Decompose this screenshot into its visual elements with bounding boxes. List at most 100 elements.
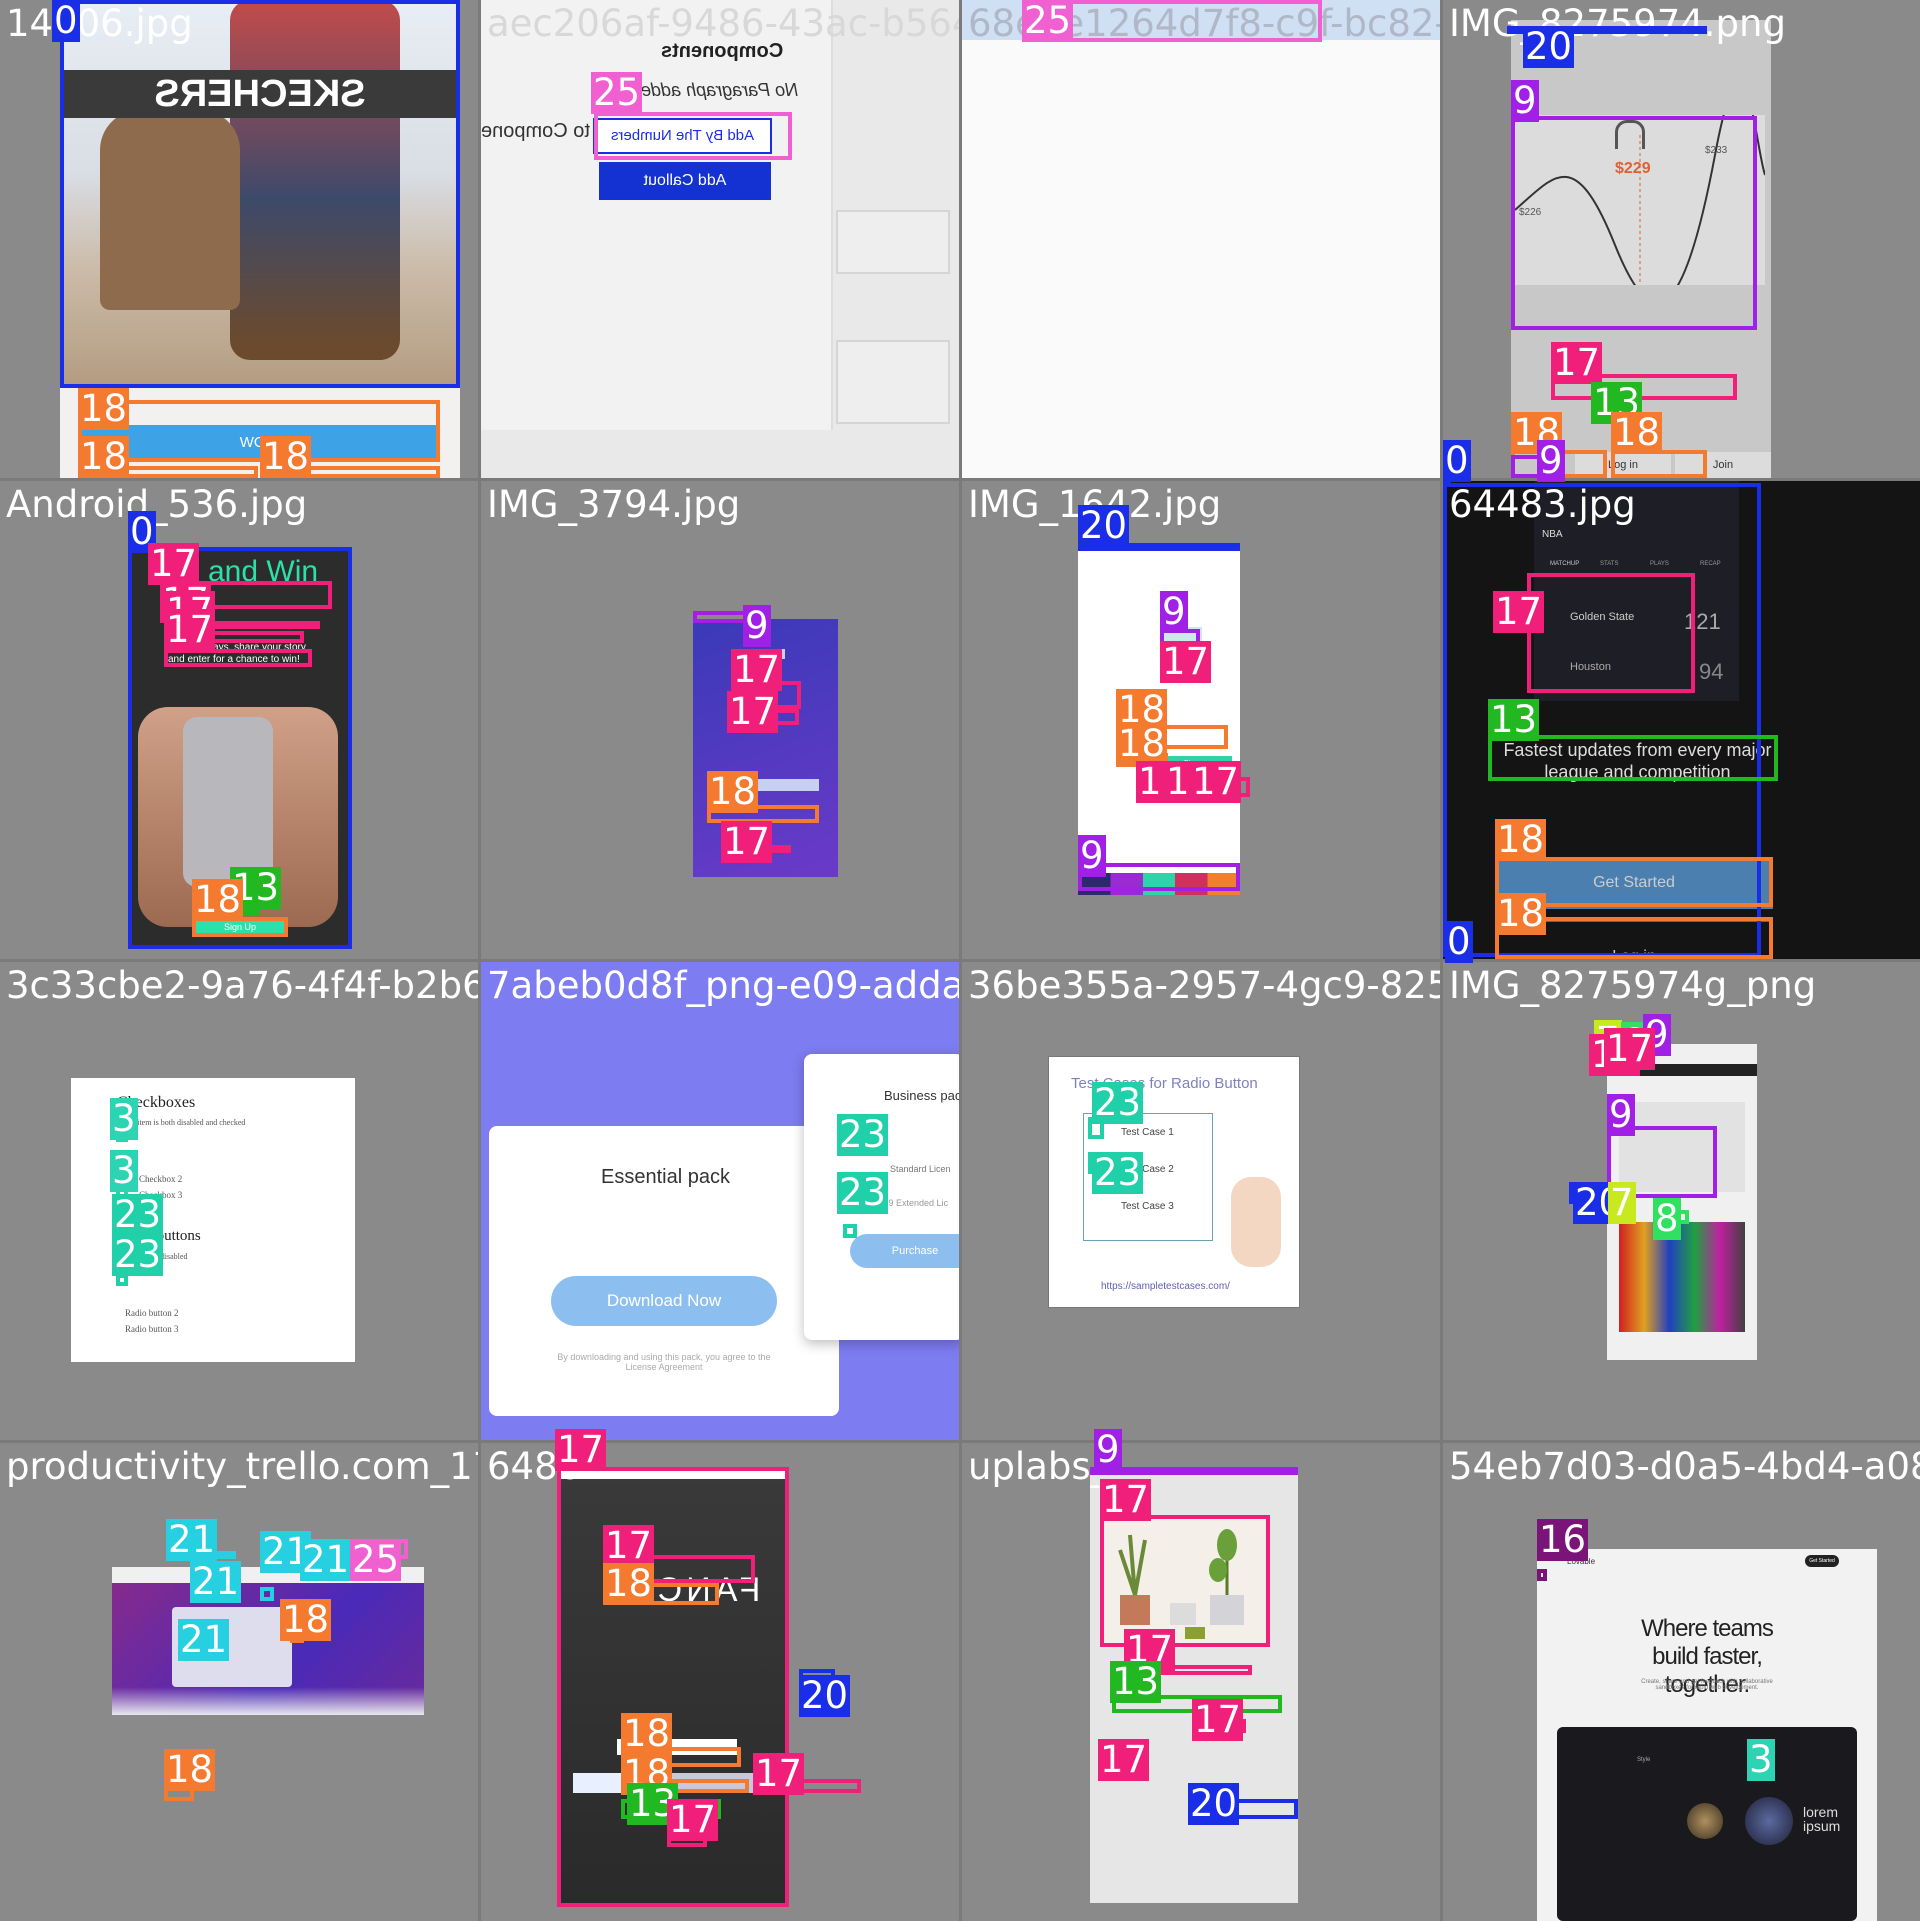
class-label: 18 (260, 435, 312, 478)
checkboxes-sub: This item is both disabled and checked (121, 1118, 246, 1127)
tile-filename: productivity_trello.com_1729 (6, 1445, 478, 1488)
class-label: 18 (1116, 722, 1168, 765)
class-label: 16 (1537, 1518, 1589, 1561)
class-label: 17 (727, 690, 779, 733)
class-label: 21 (178, 1618, 230, 1661)
class-label: 17 (1192, 1698, 1244, 1741)
score-1: 121 (1684, 609, 1721, 634)
menu-item[interactable]: Move to trash (1382, 458, 1440, 478)
class-label: 18 (280, 1598, 332, 1641)
tile-filename: 54eb7d03-d0a5-4bd4-a080- (1449, 1445, 1920, 1488)
sign-up-button[interactable]: Sign Up (192, 919, 288, 935)
menu-item[interactable]: Add to folder (1382, 306, 1440, 336)
detection-box (557, 1467, 789, 1907)
menu-item[interactable]: Rename (1382, 132, 1440, 162)
class-label: 21 (190, 1560, 242, 1603)
tab-recap[interactable]: RECAP (1700, 561, 1721, 567)
subtext: Create, share and get feedback with coll… (1641, 1679, 1773, 1691)
tile-filename: uplabs_ (968, 1445, 1110, 1488)
get-started-button[interactable]: Get Started (1805, 1555, 1839, 1567)
class-label: 9 (1160, 591, 1188, 633)
tile-filename: 7abeb0d8f_png-e09-adda-d (487, 964, 959, 1007)
purchase-button[interactable]: Purchase (850, 1234, 959, 1268)
class-label: 17 (164, 608, 216, 651)
class-label: 21 (300, 1538, 352, 1581)
radio-label: Test Case 3 (1121, 1201, 1174, 1212)
price-line (1515, 115, 1765, 285)
league-header: NBA (1542, 529, 1563, 540)
class-label: 23 (1092, 1081, 1144, 1124)
tile-11: IMG_8275974g_png (1443, 962, 1920, 1440)
tile-filename: aec206af-9486-43ac-b564-0 (487, 2, 959, 45)
class-label: 20 (1078, 504, 1130, 547)
class-label: 23 (1092, 1151, 1144, 1194)
screenshot: SKECHERS NOW (60, 0, 460, 478)
screenshot: Lovable Get Started Where teams build fa… (1537, 1549, 1877, 1921)
class-label: 9 (1607, 1094, 1635, 1136)
detection-box (1488, 735, 1778, 781)
class-label: 17 (721, 820, 773, 863)
tile-filename: IMG_8275974.png (1449, 2, 1786, 45)
class-label: 18 (707, 770, 759, 813)
detection-box (1100, 1515, 1270, 1647)
class-label: 17 (1190, 760, 1242, 803)
join-button[interactable]: Join (1675, 452, 1771, 478)
class-label: 17 (753, 1752, 805, 1795)
class-label: 9 (1511, 80, 1539, 122)
download-now-button[interactable]: Download Now (551, 1276, 777, 1326)
plants-illustration (1118, 1529, 1244, 1639)
tab-plays[interactable]: PLAYS (1650, 561, 1669, 567)
class-label: 17 (1098, 1738, 1150, 1781)
class-label: 17 (555, 1428, 607, 1471)
card-title: Business pack (884, 1088, 959, 1103)
detection-box (1090, 1467, 1298, 1475)
detection-box (60, 0, 460, 388)
class-label: 17 (603, 1524, 655, 1567)
menu-item[interactable]: Export and download (1382, 248, 1440, 278)
class-label: 3 (1747, 1739, 1775, 1781)
tile-0: 14406.jpg SKECHERS NOW (0, 0, 478, 478)
score-2: 94 (1699, 659, 1724, 684)
class-label: 25 (1022, 0, 1074, 42)
art-circle (1687, 1803, 1723, 1839)
side-text: to Compone (481, 120, 590, 142)
class-label: 18 (78, 435, 130, 478)
class-label: 18 (1611, 411, 1663, 454)
tab-matchup[interactable]: MATCHUP (1550, 561, 1580, 567)
couple-figure (230, 0, 400, 360)
tile-filename: 36be355a-2957-4gc9-825e-6 (968, 964, 1440, 1007)
class-label: 3 (110, 1098, 138, 1140)
class-label: 9 (1078, 835, 1106, 877)
class-label: 25 (350, 1538, 402, 1581)
tile-15: Lovable Get Started Where teams build fa… (1443, 1443, 1920, 1921)
class-label: 20 (1188, 1782, 1240, 1825)
screenshot (1090, 1467, 1298, 1903)
phone-photo (183, 717, 273, 887)
class-label: 9 (743, 605, 771, 647)
menu-item[interactable]: Duplicate (1382, 190, 1440, 220)
add-callout-button[interactable]: Add Callout (599, 162, 771, 200)
screenshot: and Win enter 21 days, share your story … (128, 547, 352, 949)
screenshot: Components No Paragraph added to Compone… (481, 0, 959, 478)
class-label: 9 (1537, 440, 1565, 482)
class-label: 8 (1653, 1198, 1681, 1240)
menu-item[interactable]: Protect app (1382, 382, 1440, 412)
login-button[interactable]: Log in (1575, 452, 1671, 478)
detection-box (116, 1274, 128, 1286)
phone-screen: NBA MATCHUP STATS PLAYS RECAP Golden Sta… (1534, 481, 1739, 701)
tile-filename: IMG_3794.jpg (487, 483, 741, 526)
tile-10: Test Cases for Radio Button Test Case 1 … (962, 962, 1440, 1440)
thread-spools (1619, 1222, 1745, 1332)
detection-box (1527, 573, 1695, 693)
detection-box (128, 547, 352, 949)
detection-box (1611, 450, 1707, 478)
class-label: 0 (1445, 921, 1473, 963)
detection-box (1495, 917, 1773, 959)
wave (112, 1687, 424, 1715)
site-url[interactable]: https://sampletestcases.com/ (1101, 1281, 1230, 1292)
menu-item[interactable]: View user list (1382, 74, 1440, 104)
no-paragraph-note: No Paragraph added (631, 80, 799, 100)
tab-stats[interactable]: STATS (1600, 561, 1619, 567)
class-label: 17 (731, 648, 783, 691)
class-label: 18 (164, 1748, 216, 1791)
